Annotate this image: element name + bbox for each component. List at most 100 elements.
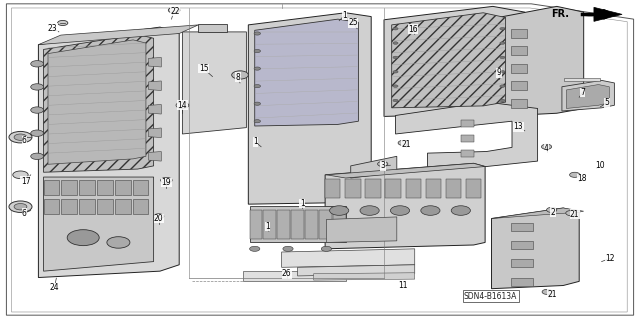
Polygon shape [248,13,371,204]
Polygon shape [255,19,358,126]
Polygon shape [97,199,113,214]
Text: 21: 21 [570,210,579,219]
Text: 21: 21 [548,290,557,299]
Polygon shape [384,6,525,116]
Polygon shape [325,179,340,198]
Text: 8: 8 [236,73,241,82]
Polygon shape [305,210,318,239]
Circle shape [31,84,44,90]
Circle shape [570,172,580,177]
Circle shape [161,177,172,183]
Polygon shape [426,179,441,198]
Polygon shape [48,40,146,164]
Circle shape [254,120,260,123]
Polygon shape [148,57,161,67]
Text: 20: 20 [154,214,164,223]
Polygon shape [566,85,609,108]
Circle shape [254,67,260,70]
Text: 13: 13 [513,122,524,131]
Polygon shape [333,210,346,239]
Circle shape [254,49,260,53]
Bar [461,135,474,142]
Text: 15: 15 [198,64,209,73]
Text: 5: 5 [604,98,609,107]
Polygon shape [291,210,304,239]
Text: 17: 17 [20,177,31,186]
Circle shape [547,207,557,212]
Circle shape [154,214,164,219]
Polygon shape [182,32,246,134]
Polygon shape [243,271,346,281]
Circle shape [398,140,408,145]
Polygon shape [148,152,161,161]
Circle shape [321,246,332,251]
Circle shape [254,102,260,105]
Polygon shape [326,217,397,242]
Polygon shape [492,208,584,219]
Text: 10: 10 [595,161,605,170]
Text: 24: 24 [49,283,60,292]
Polygon shape [392,13,506,108]
Text: 21: 21 [402,140,411,149]
Polygon shape [12,8,627,312]
Polygon shape [198,24,227,32]
Bar [511,46,527,55]
Circle shape [500,85,505,87]
Polygon shape [396,102,538,168]
Polygon shape [148,81,161,91]
Polygon shape [44,199,59,214]
Circle shape [393,70,398,73]
Circle shape [500,99,505,102]
Circle shape [360,206,380,215]
Bar [511,29,527,38]
Circle shape [393,42,398,44]
Polygon shape [326,163,485,178]
Circle shape [421,206,440,215]
Polygon shape [97,180,113,195]
Polygon shape [44,177,154,271]
Circle shape [500,42,505,44]
Circle shape [542,289,552,294]
Polygon shape [38,25,198,45]
Polygon shape [446,179,461,198]
Polygon shape [79,180,95,195]
Text: 26: 26 [282,269,292,278]
Polygon shape [466,179,481,198]
Circle shape [9,131,32,143]
Polygon shape [115,180,131,195]
Circle shape [31,130,44,137]
Text: 1: 1 [253,137,258,146]
Polygon shape [250,206,346,242]
Circle shape [250,246,260,251]
Polygon shape [133,199,148,214]
Text: 7: 7 [580,88,585,97]
Polygon shape [44,180,59,195]
Circle shape [390,206,410,215]
Polygon shape [250,210,262,239]
Text: 12: 12 [605,254,614,263]
Polygon shape [61,199,77,214]
Circle shape [378,161,388,167]
Circle shape [393,99,398,102]
Circle shape [168,7,180,13]
Circle shape [9,201,32,212]
Text: 22: 22 [171,7,180,16]
Polygon shape [594,7,622,21]
Circle shape [500,56,505,59]
Polygon shape [38,27,179,278]
Circle shape [58,20,68,26]
Bar [511,64,527,73]
Circle shape [541,144,552,149]
Bar [511,223,533,231]
Text: FR.: FR. [552,9,570,19]
Text: 19: 19 [161,178,172,187]
Circle shape [176,102,189,108]
Circle shape [31,61,44,67]
Circle shape [566,211,576,216]
Circle shape [13,171,28,179]
Text: 23: 23 [47,24,58,33]
Text: 16: 16 [408,25,418,34]
Circle shape [254,32,260,35]
Circle shape [393,27,398,30]
Circle shape [500,70,505,73]
